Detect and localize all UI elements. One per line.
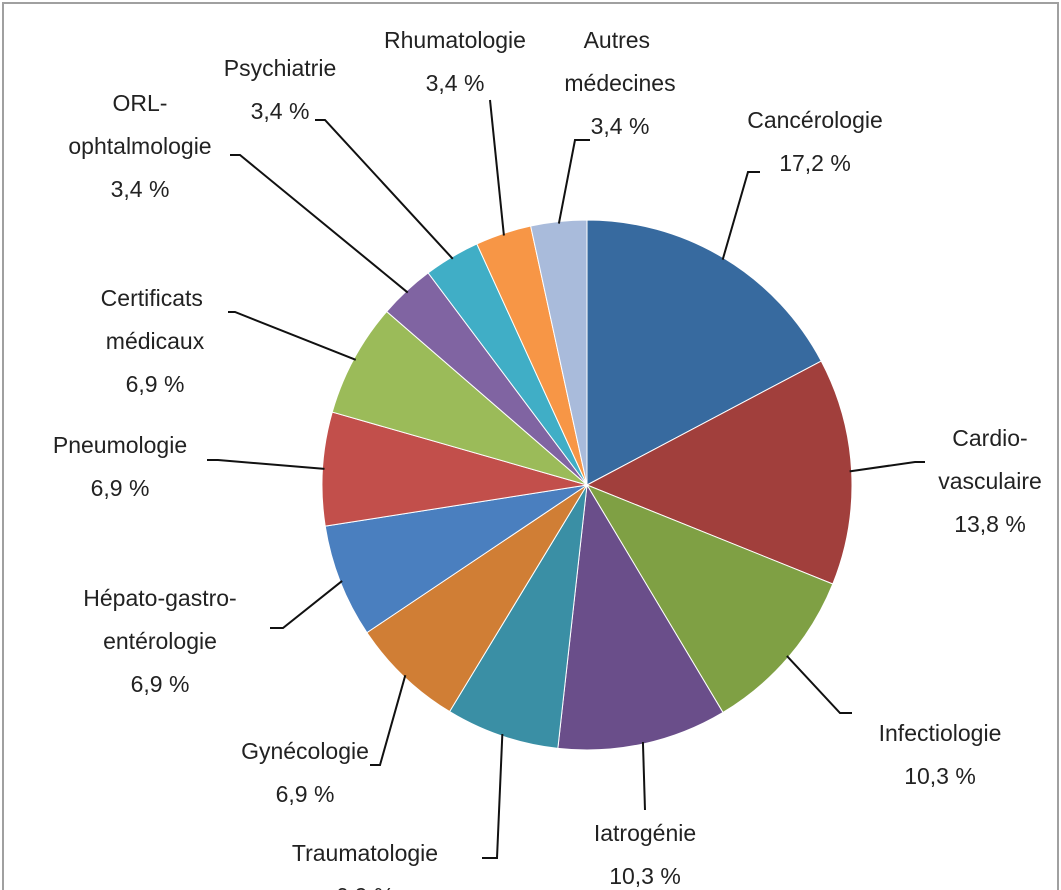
leader-line xyxy=(489,99,505,236)
value-label: 3,4 % xyxy=(251,98,310,124)
slice-label: Rhumatologie xyxy=(384,27,526,53)
value-label: 10,3 % xyxy=(609,863,681,889)
value-label: 17,2 % xyxy=(779,150,851,176)
leader-line xyxy=(270,580,343,629)
leader-line xyxy=(482,733,504,859)
leader-line xyxy=(641,741,646,811)
leader-line xyxy=(230,154,409,294)
leader-line xyxy=(315,119,454,260)
slice-label: Cardio-vasculaire xyxy=(938,425,1042,494)
leader-line xyxy=(849,461,925,473)
leader-line xyxy=(228,311,357,361)
leader-line xyxy=(370,674,407,766)
slice-label: Certificats médicaux xyxy=(101,285,210,354)
value-label: 6,9 % xyxy=(276,781,335,807)
leader-line xyxy=(557,139,590,224)
leader-line xyxy=(207,459,325,470)
leader-line xyxy=(786,655,852,714)
slice-label: ORL-ophtalmologie xyxy=(68,90,211,159)
slice-label: Pneumologie xyxy=(53,432,187,458)
slice-label: Traumatologie xyxy=(292,840,438,866)
slice-label: Iatrogénie xyxy=(594,820,696,846)
value-label: 6,9 % xyxy=(131,671,190,697)
slice-label: Infectiologie xyxy=(879,720,1002,746)
value-label: 6,9 % xyxy=(336,883,395,890)
leader-line xyxy=(721,171,760,260)
value-label: 6,9 % xyxy=(91,475,150,501)
slice-label: Autres médecines xyxy=(564,27,675,96)
slice-label: Hépato-gastro-entérologie xyxy=(83,585,236,654)
value-label: 10,3 % xyxy=(904,763,976,789)
slice-label: Psychiatrie xyxy=(224,55,336,81)
value-label: 6,9 % xyxy=(126,371,185,397)
value-label: 3,4 % xyxy=(426,70,485,96)
value-label: 13,8 % xyxy=(954,511,1026,537)
value-label: 3,4 % xyxy=(111,176,170,202)
value-label: 3,4 % xyxy=(591,113,650,139)
slice-label: Gynécologie xyxy=(241,738,369,764)
slice-label: Cancérologie xyxy=(747,107,883,133)
